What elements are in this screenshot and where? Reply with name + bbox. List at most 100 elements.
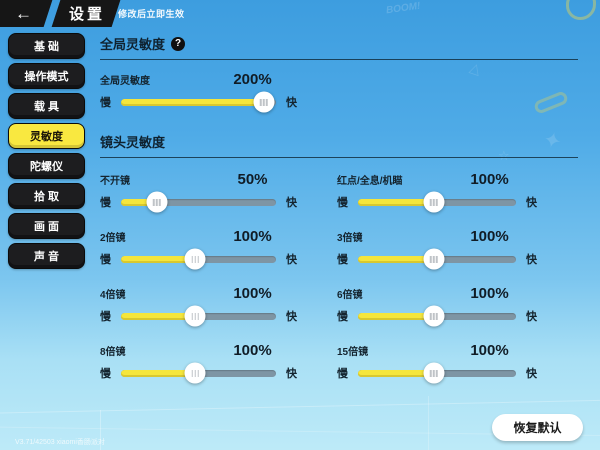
slider-track-bg — [121, 198, 276, 206]
sidebar-item[interactable]: 操作模式 — [8, 63, 85, 89]
help-icon[interactable]: ? — [171, 36, 186, 51]
slider-thumb[interactable] — [253, 91, 275, 113]
scope-value: 100% — [233, 284, 272, 302]
sidebar: 基 础 操作模式 载 具 灵敏度 陀螺仪 拾 取 画 面 声 音 — [8, 33, 85, 269]
scope-value: 100% — [233, 227, 272, 245]
scope-label: 红点/全息/机瞄 — [337, 175, 403, 187]
scope-slider-row: 2倍镜 100% 慢 快 — [100, 225, 297, 271]
slider-track[interactable] — [121, 305, 276, 327]
sidebar-item[interactable]: 载 具 — [8, 93, 85, 119]
slider-track[interactable] — [121, 91, 276, 113]
version-text: V3.71/42503 xiaomi香肠派对 — [15, 439, 105, 446]
slider-track[interactable] — [121, 248, 276, 270]
slider-thumb[interactable] — [423, 305, 445, 327]
global-sensitivity-slider: 全局灵敏度 200% 慢 快 — [100, 68, 297, 114]
slider-track[interactable] — [121, 191, 276, 213]
slider-track[interactable] — [358, 305, 516, 327]
slider-fast-label: 快 — [526, 197, 537, 209]
camera-column-left: 不开镜 50% 慢 快 2倍镜 100% 慢 快 — [100, 168, 297, 396]
slider-label: 全局灵敏度 — [100, 75, 150, 87]
page-title-plate: 设置 — [51, 0, 121, 27]
slider-slow-label: 慢 — [337, 311, 348, 323]
camera-sensitivity-header: 镜头灵敏度 — [100, 132, 578, 158]
scope-label: 6倍镜 — [337, 289, 363, 301]
slider-fast-label: 快 — [526, 254, 537, 266]
scope-slider-row: 8倍镜 100% 慢 快 — [100, 339, 297, 385]
scope-value: 100% — [470, 227, 509, 245]
scope-value: 100% — [470, 341, 509, 359]
floor-line — [428, 396, 429, 450]
slider-thumb[interactable] — [423, 362, 445, 384]
scope-value: 100% — [470, 170, 509, 188]
slider-slow-label: 慢 — [100, 197, 111, 209]
camera-column-right: 红点/全息/机瞄 100% 慢 快 3倍镜 100% 慢 快 — [337, 168, 537, 396]
global-sensitivity-header: 全局灵敏度 ? — [100, 34, 578, 60]
scope-label: 不开镜 — [100, 175, 130, 187]
slider-track[interactable] — [121, 362, 276, 384]
slow-label: 慢 — [100, 97, 111, 109]
slider-fast-label: 快 — [526, 311, 537, 323]
slider-slow-label: 慢 — [337, 254, 348, 266]
slider-slow-label: 慢 — [100, 254, 111, 266]
camera-sensitivity-title: 镜头灵敏度 — [100, 135, 166, 150]
slider-fast-label: 快 — [286, 254, 297, 266]
slider-fast-label: 快 — [286, 197, 297, 209]
slider-track[interactable] — [358, 191, 516, 213]
slider-slow-label: 慢 — [100, 368, 111, 380]
slider-track-fill — [121, 369, 196, 377]
slider-value: 200% — [233, 70, 272, 88]
scope-value: 50% — [237, 170, 268, 188]
slider-track-fill — [121, 255, 196, 263]
slider-track-fill — [121, 312, 196, 320]
scope-label: 3倍镜 — [337, 232, 363, 244]
page-title: 设置 — [69, 6, 106, 23]
main-panel: 全局灵敏度 ? 全局灵敏度 200% 慢 快 镜头灵敏度 — [100, 34, 578, 396]
slider-thumb[interactable] — [423, 191, 445, 213]
slider-thumb[interactable] — [184, 248, 206, 270]
slider-track-fill — [358, 312, 434, 320]
apply-notice: 修改后立即生效 — [118, 9, 185, 19]
slider-slow-label: 慢 — [337, 368, 348, 380]
floor-line — [0, 399, 600, 414]
scope-label: 4倍镜 — [100, 289, 126, 301]
sidebar-item[interactable]: 拾 取 — [8, 183, 85, 209]
scope-slider-row: 红点/全息/机瞄 100% 慢 快 — [337, 168, 537, 214]
slider-slow-label: 慢 — [100, 311, 111, 323]
scope-slider-row: 3倍镜 100% 慢 快 — [337, 225, 537, 271]
scribble-doodle — [566, 0, 596, 20]
slider-track[interactable] — [358, 248, 516, 270]
slider-thumb[interactable] — [184, 362, 206, 384]
slider-track-fill — [358, 369, 434, 377]
scope-slider-row: 不开镜 50% 慢 快 — [100, 168, 297, 214]
slider-track-fill — [358, 255, 434, 263]
fast-label: 快 — [286, 97, 297, 109]
back-button[interactable]: ← — [0, 0, 53, 27]
sidebar-item[interactable]: 灵敏度 — [8, 123, 85, 149]
slider-fast-label: 快 — [526, 368, 537, 380]
sidebar-item[interactable]: 基 础 — [8, 33, 85, 59]
scope-slider-row: 15倍镜 100% 慢 快 — [337, 339, 537, 385]
restore-defaults-button[interactable]: 恢复默认 — [492, 414, 583, 441]
sidebar-item[interactable]: 声 音 — [8, 243, 85, 269]
boom-doodle: BOOM! — [385, 0, 422, 17]
scope-label: 2倍镜 — [100, 232, 126, 244]
slider-thumb[interactable] — [184, 305, 206, 327]
sidebar-item[interactable]: 画 面 — [8, 213, 85, 239]
slider-thumb[interactable] — [423, 248, 445, 270]
slider-slow-label: 慢 — [337, 197, 348, 209]
slider-track-fill — [358, 198, 434, 206]
back-arrow-icon: ← — [14, 4, 32, 23]
slider-track-fill — [121, 98, 264, 106]
scope-label: 15倍镜 — [337, 346, 369, 358]
global-sensitivity-title: 全局灵敏度 — [100, 37, 166, 52]
slider-fast-label: 快 — [286, 311, 297, 323]
slider-track[interactable] — [358, 362, 516, 384]
sidebar-item[interactable]: 陀螺仪 — [8, 153, 85, 179]
scope-slider-row: 6倍镜 100% 慢 快 — [337, 282, 537, 328]
camera-sensitivity-grid: 不开镜 50% 慢 快 2倍镜 100% 慢 快 — [100, 168, 578, 396]
slider-track-fill — [121, 198, 157, 206]
scope-slider-row: 4倍镜 100% 慢 快 — [100, 282, 297, 328]
scope-value: 100% — [470, 284, 509, 302]
slider-thumb[interactable] — [146, 191, 168, 213]
